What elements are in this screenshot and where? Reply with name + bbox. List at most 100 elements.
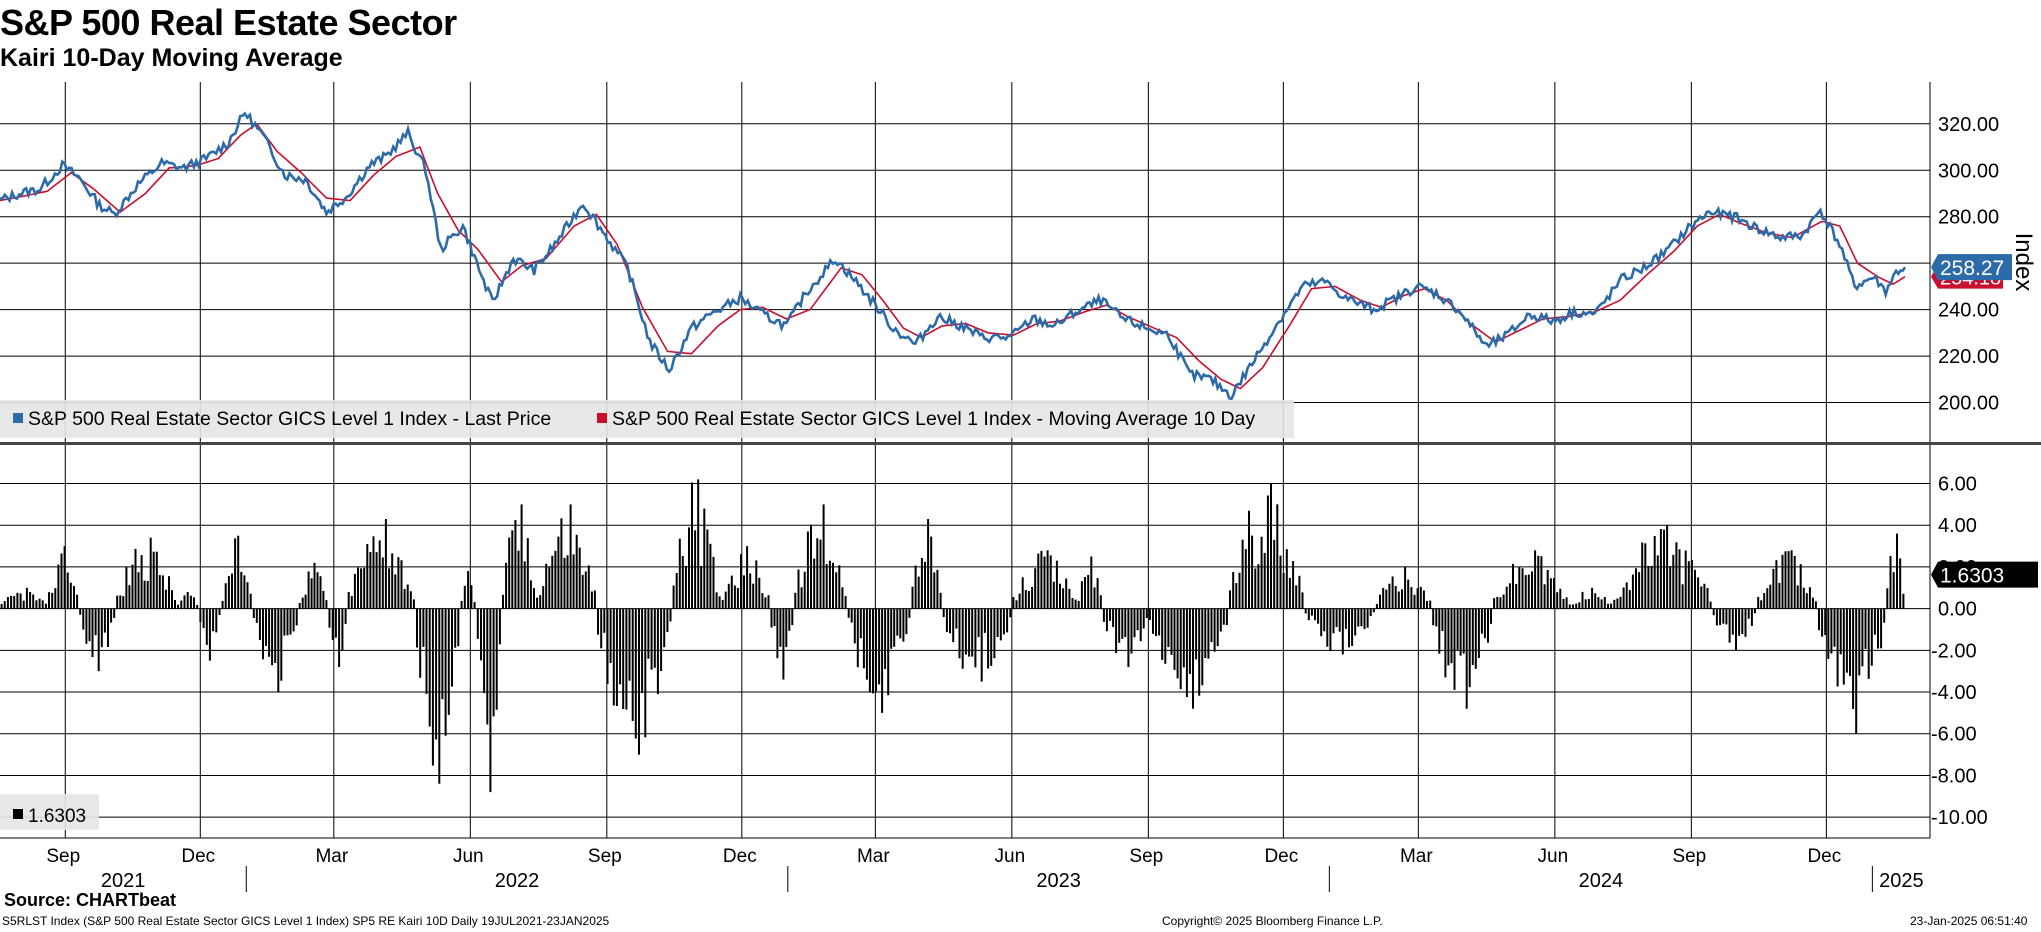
kairi-bar (467, 571, 470, 609)
kairi-bar (224, 583, 227, 609)
kairi-bar (551, 555, 554, 609)
kairi-bar (952, 608, 955, 643)
kairi-bar (1244, 549, 1247, 609)
kairi-bar (88, 608, 91, 642)
kairi-bar (1447, 608, 1450, 666)
kairi-bar (1145, 608, 1148, 618)
kairi-bar (1410, 587, 1413, 609)
kairi-bar (1040, 550, 1043, 609)
kairi-bar (1002, 608, 1005, 635)
kairi-bar (252, 608, 255, 618)
kairi-bar (1515, 583, 1518, 609)
kairi-bar (1715, 608, 1718, 626)
kairi-bar (1712, 608, 1715, 616)
kairi-bar (911, 586, 914, 609)
kairi-bar (727, 583, 730, 609)
kairi-bar (44, 603, 47, 609)
kairi-bar (1802, 587, 1805, 609)
kairi-bar (1706, 587, 1709, 609)
kairi-bar (483, 608, 486, 694)
kairi-bar (1811, 597, 1814, 609)
kairi-bar (1317, 608, 1320, 624)
kairi-bar (669, 608, 672, 622)
kairi-bar (363, 567, 366, 609)
kairi-bar (971, 608, 974, 657)
kairi-bar (1669, 566, 1672, 609)
kairi-bar (1568, 604, 1571, 609)
kairi-bar (1521, 568, 1524, 609)
kairi-bar (1354, 608, 1357, 636)
kairi-legend-label: 1.6303 (28, 806, 86, 827)
kairi-bar (265, 608, 267, 646)
kairi-bar (1012, 597, 1015, 609)
x-tick-label: Sep (1129, 846, 1163, 867)
kairi-bar (1471, 608, 1474, 665)
kairi-bar (844, 596, 847, 609)
kairi-bar (100, 608, 103, 648)
kairi-bar (865, 608, 868, 680)
kairi-bar (1009, 608, 1012, 618)
kairi-bar (1902, 593, 1905, 609)
kairi-bar (924, 561, 926, 609)
kairi-bar (1562, 598, 1565, 609)
kairi-bar (388, 568, 391, 609)
kairi-bar (1603, 597, 1606, 609)
kairi-bar (1480, 608, 1483, 634)
x-tick-label: Dec (1807, 846, 1841, 867)
kairi-bar (1031, 587, 1034, 609)
kairi-bar (718, 596, 721, 609)
kairi-bar (3, 601, 6, 609)
kairi-bar (822, 504, 825, 609)
kairi-bar (548, 567, 551, 609)
kairi-bar (1474, 608, 1477, 669)
kairi-bar (280, 608, 283, 681)
kairi-bar (1610, 603, 1613, 609)
kairi-bar (832, 562, 834, 609)
kairi-bar (557, 536, 560, 609)
kairi-bar (1625, 582, 1628, 609)
kairi-bar (1021, 577, 1024, 609)
kairi-bar (1235, 583, 1238, 609)
kairi-bar (672, 585, 675, 609)
kairi-bar (199, 608, 202, 622)
kairi-bar (0, 604, 3, 609)
kairi-bar (733, 585, 736, 609)
kairi-bar (1326, 608, 1329, 647)
kairi-bar (498, 608, 501, 645)
kairi-bar (1886, 588, 1889, 609)
kairi-bar (678, 538, 681, 609)
kairi-bar (1672, 554, 1675, 609)
kairi-bar (1750, 608, 1753, 626)
kairi-bar (419, 608, 422, 678)
kairi-bar (697, 479, 700, 609)
kairi-bar (227, 576, 230, 609)
kairi-bar (1635, 568, 1637, 609)
kairi-bar (1763, 593, 1766, 609)
kairi-bar (1709, 601, 1712, 609)
kairi-bar (22, 600, 25, 609)
kairi-bar (1631, 574, 1634, 609)
kairi-bar (146, 581, 149, 609)
y-tick-label: -8.00 (1931, 765, 1977, 787)
kairi-bar (1037, 553, 1040, 609)
kairi-bar (797, 569, 800, 609)
kairi-bar (1161, 608, 1164, 660)
kairi-bar (1556, 592, 1559, 609)
kairi-bar (1323, 608, 1326, 632)
kairi-bar (1201, 608, 1204, 686)
kairi-bar (1666, 525, 1669, 609)
kairi-bar (1304, 608, 1307, 614)
kairi-bar (825, 564, 828, 609)
kairi-bar (116, 595, 119, 609)
kairi-bar (691, 482, 693, 609)
price-legend-swatch (13, 413, 23, 423)
kairi-bar (755, 560, 758, 609)
kairi-bar (1524, 575, 1527, 609)
kairi-bar (76, 594, 79, 609)
kairi-bar (856, 608, 859, 668)
kairi-bar (908, 608, 911, 618)
x-tick-label: Sep (588, 846, 622, 867)
kairi-bar (785, 608, 788, 648)
x-tick-label: Jun (995, 846, 1026, 867)
kairi-bar (1628, 590, 1631, 609)
